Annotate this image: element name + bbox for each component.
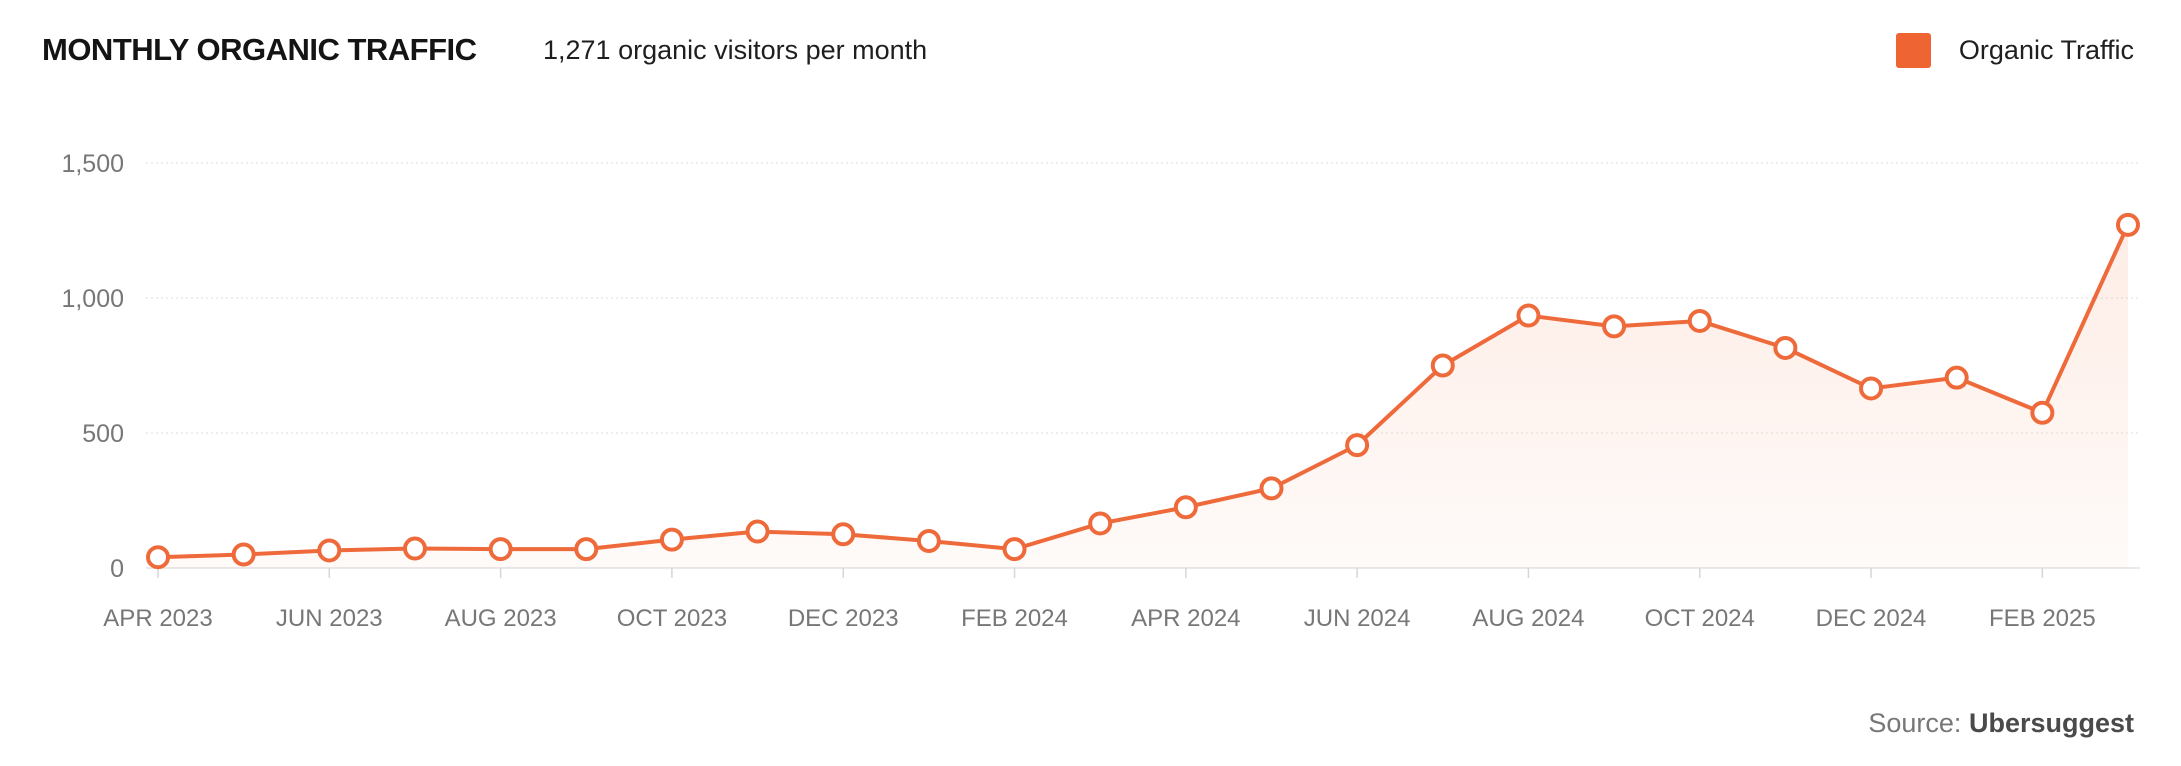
chart-header: MONTHLY ORGANIC TRAFFIC 1,271 organic vi… (42, 28, 2134, 74)
data-point[interactable]: 705 (1944, 365, 1969, 390)
data-point[interactable]: 575 (2030, 400, 2055, 425)
data-point[interactable]: 895 (1602, 314, 1627, 339)
data-point[interactable]: 225 (1173, 495, 1198, 520)
organic-traffic-chart: 0 500 1,000 1,500 APR 2023 JUN 2023 AUG 2023 O… (61, 150, 2140, 632)
y-tick-label: 1,000 (61, 285, 124, 313)
x-tick-label: DEC 2024 (1816, 605, 1927, 632)
y-tick-label: 0 (110, 555, 124, 583)
data-point[interactable]: 65 (317, 538, 342, 563)
chart-subtitle: 1,271 organic visitors per month (543, 35, 928, 65)
x-tick-label: FEB 2025 (1989, 605, 2096, 632)
x-tick-label: OCT 2024 (1645, 605, 1755, 632)
x-tick-label: JUN 2023 (276, 605, 383, 632)
series-area (158, 224, 2128, 568)
data-point[interactable]: 915 (1687, 308, 1712, 333)
x-tick-label: FEB 2024 (961, 605, 1068, 632)
x-tick-label: AUG 2024 (1472, 605, 1584, 632)
data-point[interactable]: 40 (146, 545, 170, 570)
source-name[interactable]: Ubersuggest (1968, 708, 2134, 738)
x-tick-label: JUN 2024 (1304, 605, 1411, 632)
series-line-path (156, 222, 2130, 560)
y-tick-label: 500 (82, 420, 124, 448)
x-axis: APR 2023 JUN 2023 AUG 2023 OCT 2023 DEC 2023… (103, 568, 2096, 632)
x-tick-label: AUG 2023 (445, 605, 557, 632)
source-credit: Source: Ubersuggest (1868, 708, 2134, 739)
data-point[interactable]: 1271 (2116, 212, 2140, 237)
x-tick-label: OCT 2023 (617, 605, 727, 632)
data-point[interactable]: 135 (745, 519, 770, 544)
series-line (156, 222, 2130, 560)
legend-label: Organic Traffic (1958, 35, 2134, 65)
data-point[interactable]: 105 (659, 527, 684, 552)
data-point[interactable]: 665 (1859, 376, 1884, 401)
data-point[interactable]: 50 (231, 542, 256, 567)
data-point[interactable]: 935 (1516, 303, 1541, 328)
data-point[interactable]: 72 (402, 536, 427, 561)
x-tick-label: APR 2023 (103, 605, 212, 632)
legend[interactable]: Organic Traffic (1895, 33, 2134, 68)
source-prefix: Source: (1868, 708, 1962, 738)
y-axis: 0 500 1,000 1,500 (61, 150, 124, 583)
data-point[interactable]: 70 (574, 537, 599, 562)
data-point[interactable]: 70 (488, 537, 513, 562)
data-point[interactable]: 295 (1259, 476, 1284, 501)
data-points[interactable]: 40 50 65 72 70 70 105 135 125 100 70 165 225 295 455 75… (146, 212, 2140, 570)
data-point[interactable]: 815 (1773, 335, 1798, 360)
data-point[interactable]: 165 (1088, 511, 1113, 536)
data-point[interactable]: 750 (1430, 353, 1455, 378)
data-point[interactable]: 70 (1002, 537, 1027, 562)
chart-title: MONTHLY ORGANIC TRAFFIC (42, 32, 477, 67)
data-point[interactable]: 455 (1345, 433, 1370, 458)
y-tick-label: 1,500 (61, 150, 124, 178)
data-point[interactable]: 100 (916, 529, 941, 553)
data-point[interactable]: 125 (831, 522, 856, 547)
x-tick-label: DEC 2023 (788, 605, 899, 632)
area-fill (158, 224, 2128, 568)
x-tick-label: APR 2024 (1131, 605, 1240, 632)
legend-swatch (1895, 33, 1931, 68)
